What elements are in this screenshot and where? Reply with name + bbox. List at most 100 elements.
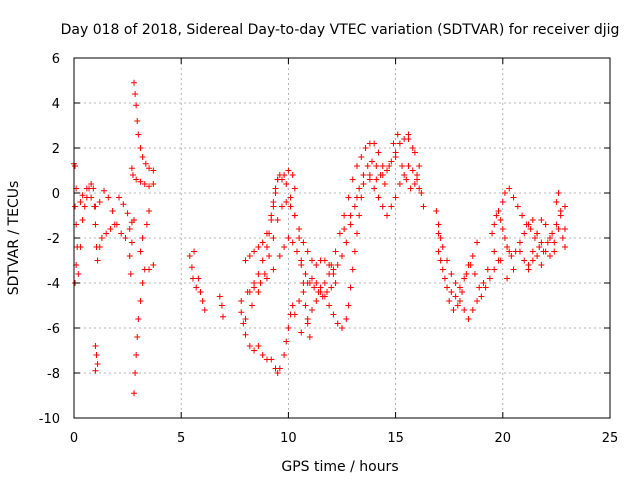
data-point — [330, 311, 337, 318]
data-point — [409, 167, 416, 174]
data-point — [373, 176, 380, 183]
data-point — [456, 284, 463, 291]
data-point — [364, 163, 371, 169]
series-arc-u — [499, 185, 568, 273]
data-point — [360, 172, 367, 178]
data-point — [81, 203, 88, 210]
data-point — [132, 370, 139, 376]
data-point — [435, 248, 442, 255]
data-point — [218, 302, 225, 309]
data-point — [491, 221, 498, 228]
data-point — [418, 190, 425, 196]
data-point — [242, 331, 249, 338]
y-tick-label: 6 — [52, 52, 60, 67]
data-point — [289, 239, 296, 246]
series-arc-q — [366, 163, 427, 219]
data-point — [448, 289, 455, 295]
data-point — [504, 244, 511, 250]
data-point — [489, 230, 496, 237]
data-point — [285, 325, 292, 331]
data-point — [388, 158, 395, 165]
data-point — [437, 235, 444, 241]
data-point — [283, 199, 290, 205]
data-point — [93, 352, 100, 358]
data-point — [452, 293, 459, 300]
data-point — [197, 289, 204, 295]
data-point — [328, 284, 335, 291]
data-point — [88, 194, 95, 201]
data-point — [542, 221, 549, 228]
data-point — [351, 203, 358, 210]
data-point — [491, 266, 498, 273]
data-point — [536, 244, 543, 250]
data-point — [188, 264, 195, 271]
data-point — [118, 230, 125, 237]
data-point — [274, 217, 281, 223]
data-point — [454, 302, 461, 309]
data-point — [540, 248, 547, 255]
data-point — [255, 289, 262, 295]
data-point — [131, 390, 138, 397]
data-point — [189, 275, 196, 282]
data-point — [358, 154, 365, 160]
data-point — [129, 172, 136, 178]
data-point — [561, 226, 568, 232]
data-point — [126, 253, 133, 259]
data-point — [300, 239, 307, 246]
data-point — [371, 185, 378, 192]
data-point — [120, 201, 127, 208]
data-point — [347, 284, 354, 291]
data-point — [246, 253, 253, 259]
data-point — [405, 131, 412, 138]
data-point — [482, 284, 489, 291]
data-point — [561, 203, 568, 210]
data-point — [259, 352, 266, 358]
y-tick-label: -4 — [47, 277, 60, 292]
data-point — [555, 190, 562, 196]
series-arc-f — [126, 165, 157, 277]
data-point — [384, 167, 391, 174]
data-point — [534, 253, 541, 259]
data-point — [139, 154, 146, 160]
data-point — [388, 203, 395, 210]
data-point — [401, 172, 408, 178]
data-point — [330, 266, 337, 273]
data-point — [263, 275, 270, 282]
data-point — [137, 248, 144, 255]
data-point — [553, 221, 560, 228]
data-point — [328, 262, 335, 268]
data-point — [416, 185, 423, 192]
data-point — [523, 221, 530, 228]
data-point — [195, 275, 202, 282]
data-point — [133, 102, 140, 109]
data-point — [469, 253, 476, 259]
data-point — [246, 343, 253, 349]
data-point — [251, 284, 258, 291]
data-point — [414, 176, 421, 183]
data-point — [308, 257, 315, 264]
data-point — [375, 194, 382, 201]
data-point — [354, 230, 361, 237]
data-point — [126, 226, 133, 232]
data-point — [336, 230, 343, 237]
data-point — [411, 181, 418, 187]
data-point — [139, 280, 146, 286]
data-point — [244, 289, 251, 295]
data-point — [386, 163, 393, 169]
data-point — [437, 257, 444, 264]
data-point — [257, 280, 264, 286]
series-arc-v — [491, 190, 568, 282]
data-point — [555, 226, 562, 232]
data-point — [392, 154, 399, 160]
data-point — [405, 163, 412, 169]
data-point — [79, 192, 86, 199]
y-axis-title: SDTVAR / TECUs — [6, 181, 22, 296]
data-point — [131, 79, 138, 86]
data-point — [491, 248, 498, 255]
series-arc-m — [291, 194, 365, 331]
data-point — [321, 280, 328, 286]
data-point — [133, 176, 140, 183]
data-point — [501, 190, 508, 196]
data-points — [71, 79, 568, 397]
data-point — [366, 172, 373, 178]
